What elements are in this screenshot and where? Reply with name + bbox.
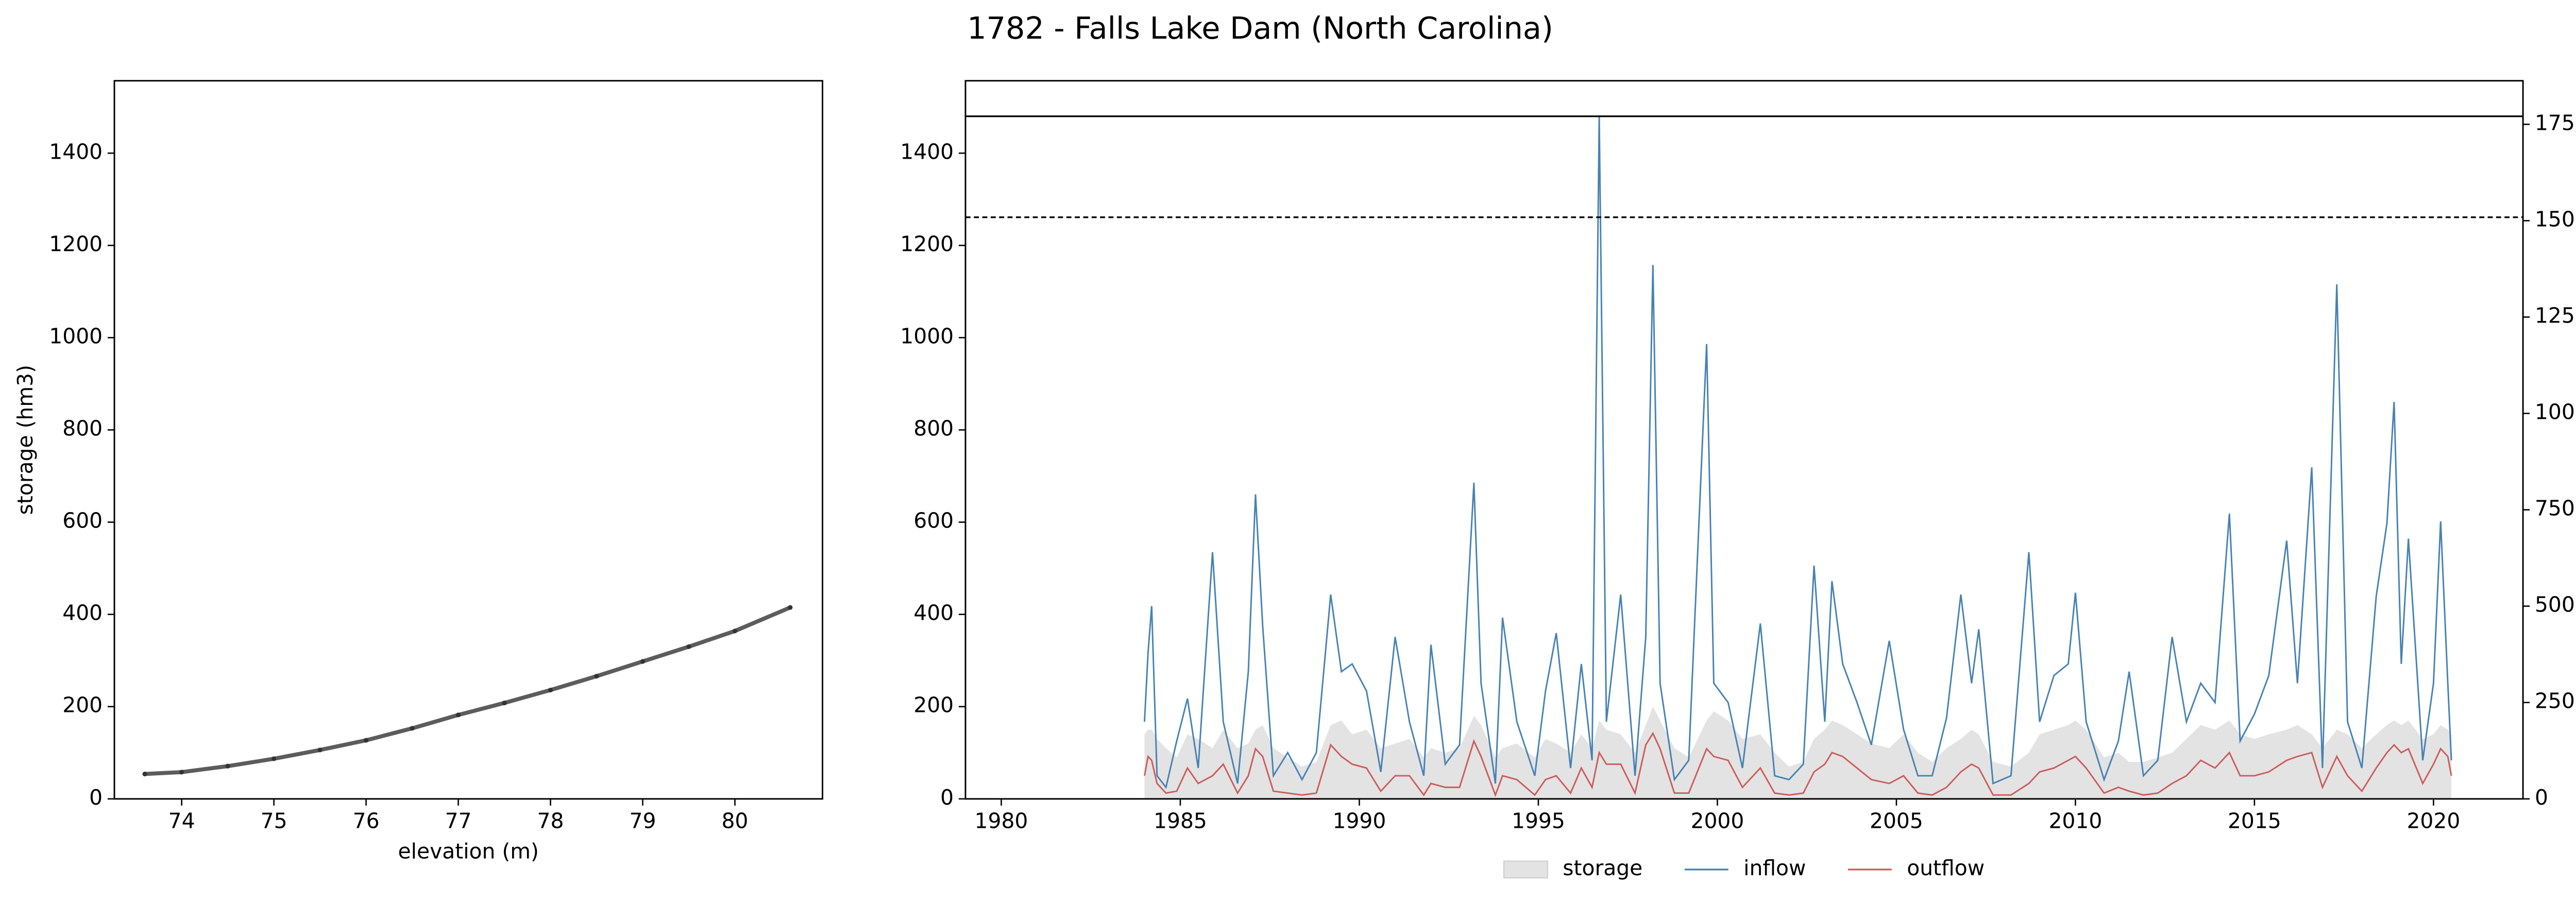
y-tick-label: 800 bbox=[913, 416, 954, 441]
y-tick-label: 200 bbox=[62, 693, 103, 718]
x-tick-label: 77 bbox=[445, 809, 472, 833]
y-tick-label: 200 bbox=[913, 693, 954, 718]
scatter-point bbox=[410, 726, 415, 731]
legend-swatch bbox=[1503, 860, 1548, 879]
x-tick-label: 1980 bbox=[975, 809, 1028, 833]
x-tick-label: 74 bbox=[168, 809, 195, 833]
y-tick-label: 0 bbox=[89, 785, 103, 810]
x-tick-label: 2010 bbox=[2048, 809, 2102, 833]
y2-tick-label: 1750 bbox=[2535, 110, 2576, 135]
y-tick-label: 1200 bbox=[900, 231, 954, 256]
x-tick-label: 2005 bbox=[1870, 809, 1923, 833]
y-axis-label: storage (hm3) bbox=[13, 365, 38, 515]
chart-title: 1782 - Falls Lake Dam (North Carolina) bbox=[967, 10, 1553, 46]
x-tick-label: 79 bbox=[630, 809, 656, 833]
legend: storage inflow outflow bbox=[1503, 856, 1985, 880]
scatter-point bbox=[272, 756, 277, 761]
x-tick-label: 80 bbox=[721, 809, 748, 833]
scatter-point bbox=[640, 659, 646, 664]
y2-tick-label: 1250 bbox=[2535, 303, 2576, 328]
y-tick-label: 600 bbox=[913, 508, 954, 533]
x-axis-label: elevation (m) bbox=[398, 839, 539, 863]
storage-area bbox=[1144, 706, 2452, 799]
x-tick-label: 2015 bbox=[2228, 809, 2281, 833]
scatter-point bbox=[455, 712, 461, 718]
scatter-point bbox=[548, 687, 553, 693]
outflow-line bbox=[1144, 731, 2452, 797]
x-tick-label: 1995 bbox=[1512, 809, 1565, 833]
y2-tick-label: 250 bbox=[2535, 689, 2575, 713]
y-tick-label: 1400 bbox=[900, 139, 954, 164]
x-tick-label: 1985 bbox=[1154, 809, 1207, 833]
scatter-point bbox=[179, 770, 184, 775]
y-tick-label: 400 bbox=[62, 601, 103, 625]
scatter-point bbox=[142, 771, 147, 777]
y2-tick-label: 0 bbox=[2535, 785, 2548, 810]
x-tick-label: 2020 bbox=[2406, 809, 2460, 833]
y-tick-label: 1400 bbox=[49, 139, 103, 164]
scatter-point bbox=[364, 738, 369, 743]
inflow-line bbox=[1143, 116, 2452, 789]
x-tick-label: 78 bbox=[537, 809, 564, 833]
legend-label: outflow bbox=[1907, 856, 1985, 880]
x-tick-label: 2000 bbox=[1691, 809, 1744, 833]
y-tick-label: 1200 bbox=[49, 231, 103, 256]
y2-tick-label: 1000 bbox=[2535, 400, 2576, 424]
scatter-point bbox=[594, 674, 599, 679]
legend-label: inflow bbox=[1743, 856, 1806, 880]
y-tick-label: 1000 bbox=[900, 324, 954, 348]
scatter-point bbox=[502, 701, 507, 706]
y-tick-label: 600 bbox=[62, 508, 103, 533]
y-tick-label: 400 bbox=[913, 601, 954, 625]
scatter-point bbox=[686, 644, 691, 649]
y2-tick-label: 1500 bbox=[2535, 207, 2576, 231]
legend-label: storage bbox=[1563, 856, 1642, 880]
y-tick-label: 0 bbox=[940, 785, 954, 810]
plot-frame bbox=[964, 80, 2524, 800]
scatter-point bbox=[317, 747, 323, 753]
scatter-point bbox=[732, 628, 738, 634]
y2-tick-label: 750 bbox=[2535, 496, 2575, 521]
y-tick-label: 800 bbox=[62, 416, 103, 441]
x-tick-label: 76 bbox=[353, 809, 380, 833]
scatter-point bbox=[788, 605, 793, 610]
y2-tick-label: 500 bbox=[2535, 592, 2575, 617]
y-tick-label: 1000 bbox=[49, 324, 103, 348]
scatter-point bbox=[225, 763, 230, 769]
plot-frame bbox=[113, 80, 823, 800]
x-tick-label: 75 bbox=[261, 809, 287, 833]
x-tick-label: 1990 bbox=[1333, 809, 1386, 833]
